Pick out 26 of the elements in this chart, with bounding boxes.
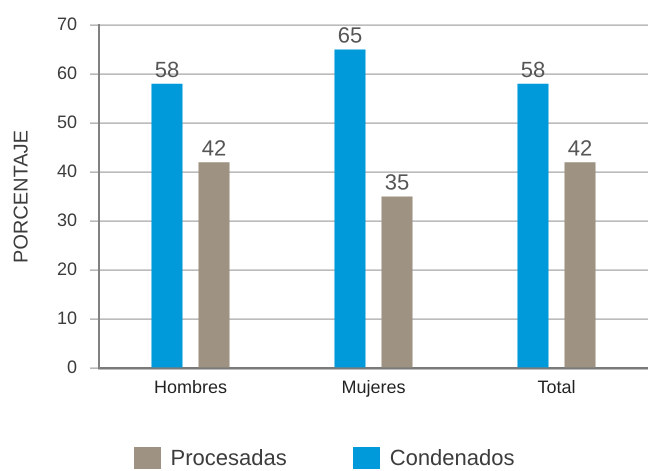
y-tick-label: 50 bbox=[56, 112, 77, 132]
data-label: 58 bbox=[154, 56, 180, 82]
bar bbox=[381, 196, 413, 368]
bar bbox=[334, 50, 366, 368]
y-tick-label: 70 bbox=[56, 14, 77, 34]
data-label: 35 bbox=[384, 170, 410, 195]
y-tick-label: 30 bbox=[56, 210, 77, 230]
legend-label: Condenados bbox=[390, 445, 514, 470]
y-tick-label: 0 bbox=[66, 356, 77, 377]
y-tick-label: 20 bbox=[56, 258, 77, 279]
data-label: 58 bbox=[520, 56, 546, 82]
y-tick-label: 10 bbox=[56, 308, 77, 328]
bar bbox=[151, 84, 183, 368]
y-tick-label: 40 bbox=[56, 160, 77, 181]
y-axis-title: PORCENTAJE bbox=[10, 130, 33, 263]
bar bbox=[198, 162, 230, 368]
data-label: 42 bbox=[568, 135, 592, 160]
data-label: 42 bbox=[202, 135, 226, 160]
x-tick-label: Total bbox=[537, 376, 576, 397]
bar bbox=[517, 84, 549, 368]
legend-label: Procesadas bbox=[170, 445, 287, 470]
data-label: 65 bbox=[338, 22, 362, 48]
y-tick-label: 60 bbox=[56, 62, 77, 83]
bar bbox=[564, 162, 596, 368]
x-tick-label: Mujeres bbox=[341, 376, 406, 397]
x-tick-label: Hombres bbox=[154, 376, 228, 397]
